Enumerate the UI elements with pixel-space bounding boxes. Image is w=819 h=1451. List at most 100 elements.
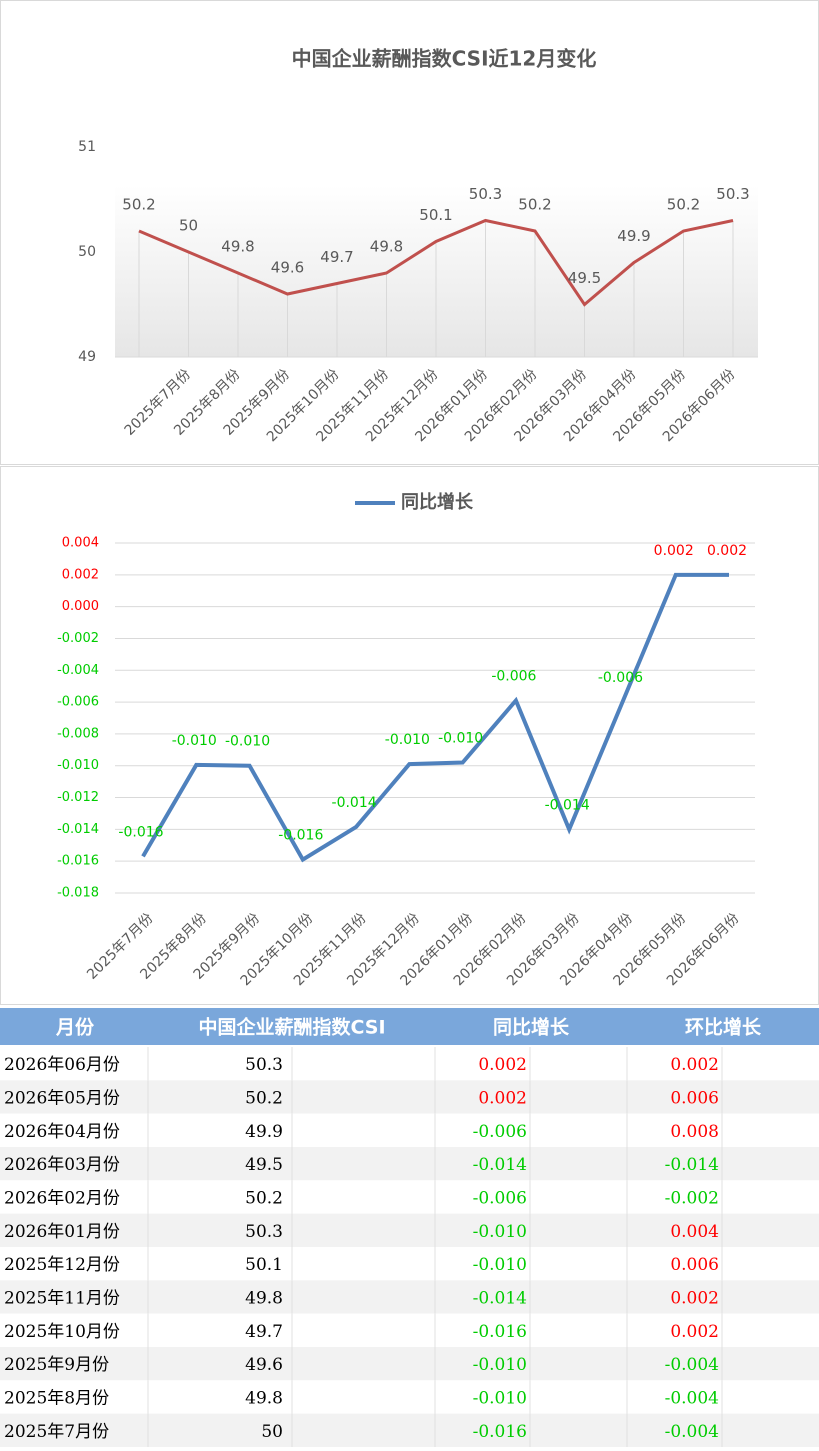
y-tick-label: -0.016 (57, 854, 99, 869)
table-cell: 50.3 (245, 1222, 283, 1242)
table-cell: 2025年12月份 (4, 1255, 120, 1275)
y-tick-label: -0.014 (57, 822, 99, 837)
table-cell: -0.006 (473, 1122, 527, 1142)
data-label: -0.010 (438, 731, 483, 747)
table-row (0, 1113, 819, 1147)
table-cell: 49.8 (245, 1289, 283, 1309)
table-cell: -0.010 (473, 1255, 527, 1275)
table-cell: -0.014 (473, 1289, 527, 1309)
data-label: 49.5 (568, 269, 601, 287)
data-label: -0.010 (385, 732, 430, 748)
data-label: -0.016 (118, 824, 163, 840)
table-cell: 2026年06月份 (4, 1055, 120, 1075)
y-tick-label: -0.002 (57, 631, 99, 646)
table-cell: 0.002 (670, 1322, 719, 1342)
table-cell: 0.006 (670, 1255, 719, 1275)
table-cell: -0.004 (665, 1422, 719, 1442)
y-tick-label: -0.012 (57, 790, 99, 805)
table-cell: -0.014 (473, 1155, 527, 1175)
table-cell: 0.008 (670, 1122, 719, 1142)
table-cell: 50.3 (245, 1055, 283, 1075)
header-cell: 同比增长 (493, 1016, 570, 1039)
data-label: 49.7 (320, 248, 353, 266)
y-tick-label: 50 (78, 244, 96, 260)
table-cell: 50.2 (245, 1089, 283, 1109)
data-label: -0.010 (225, 734, 270, 750)
table-row (0, 1347, 819, 1381)
table-cell: 2026年02月份 (4, 1189, 120, 1209)
table-cell: -0.006 (473, 1189, 527, 1209)
data-label: -0.006 (598, 670, 643, 686)
table-cell: -0.002 (665, 1189, 719, 1209)
table-cell: 2025年7月份 (4, 1422, 109, 1442)
data-label: 50.3 (469, 185, 502, 203)
data-label: -0.016 (278, 828, 323, 844)
table-cell: 2025年11月份 (4, 1289, 120, 1309)
data-label: -0.014 (332, 795, 377, 811)
table-cell: -0.016 (473, 1322, 527, 1342)
table-header (0, 1008, 819, 1045)
table-row (0, 1080, 819, 1114)
data-label: 50.3 (716, 185, 749, 203)
data-label: 49.8 (221, 238, 254, 256)
table-cell: -0.004 (665, 1355, 719, 1375)
table-row (0, 1213, 819, 1247)
y-tick-label: -0.010 (57, 758, 99, 773)
data-label: 0.002 (654, 543, 694, 559)
table-cell: 50.1 (245, 1255, 283, 1275)
data-label: 0.002 (707, 543, 747, 559)
table-cell: 2025年10月份 (4, 1322, 120, 1342)
table-cell: 0.006 (670, 1089, 719, 1109)
data-line (141, 572, 729, 863)
header-cell: 环比增长 (685, 1016, 762, 1039)
data-label: 49.8 (370, 238, 403, 256)
table-cell: -0.016 (473, 1422, 527, 1442)
data-label: 49.9 (617, 227, 650, 245)
table-cell: 50.2 (245, 1189, 283, 1209)
table-cell: 49.7 (245, 1322, 283, 1342)
y-tick-label: 0.004 (62, 536, 99, 551)
table-cell: 49.9 (245, 1122, 283, 1142)
table-cell: 0.002 (670, 1289, 719, 1309)
data-label: -0.010 (172, 733, 217, 749)
table-cell: -0.004 (665, 1389, 719, 1409)
table-cell: -0.014 (665, 1155, 719, 1175)
table-cell: 2026年04月份 (4, 1122, 120, 1142)
header-cell: 月份 (55, 1016, 95, 1039)
data-label: -0.014 (545, 797, 590, 813)
table-row (0, 1047, 819, 1081)
table-cell: -0.010 (473, 1355, 527, 1375)
table-row (0, 1180, 819, 1214)
data-label: 50.2 (667, 196, 700, 214)
table-row (0, 1413, 819, 1447)
table-cell: 50 (261, 1422, 283, 1442)
chart-title: 中国企业薪酬指数CSI近12月变化 (292, 47, 597, 71)
table-cell: 0.002 (478, 1055, 527, 1075)
table-cell: -0.010 (473, 1389, 527, 1409)
table-cell: 0.002 (670, 1055, 719, 1075)
y-tick-label: -0.008 (57, 726, 99, 741)
y-tick-label: -0.018 (57, 886, 99, 901)
data-label: -0.006 (491, 669, 536, 685)
data-label: 50.2 (122, 196, 155, 214)
y-tick-label: -0.006 (57, 695, 99, 710)
table-row (0, 1147, 819, 1181)
table-cell: 2025年8月份 (4, 1389, 109, 1409)
table-cell: -0.010 (473, 1222, 527, 1242)
table-cell: 2025年9月份 (4, 1355, 109, 1375)
table-cell: 0.004 (670, 1222, 719, 1242)
data-line (138, 218, 734, 307)
table-row (0, 1280, 819, 1314)
table-row (0, 1313, 819, 1347)
table-row (0, 1247, 819, 1281)
data-label: 49.6 (271, 259, 304, 277)
chart-frame (0, 466, 819, 1005)
data-label: 50.2 (518, 196, 551, 214)
y-tick-label: 49 (78, 349, 96, 365)
y-tick-label: 0.002 (62, 567, 99, 582)
y-tick-label: 51 (78, 139, 96, 155)
table-row (0, 1380, 819, 1414)
table-cell: 49.5 (245, 1155, 283, 1175)
table-cell: 49.6 (245, 1355, 283, 1375)
